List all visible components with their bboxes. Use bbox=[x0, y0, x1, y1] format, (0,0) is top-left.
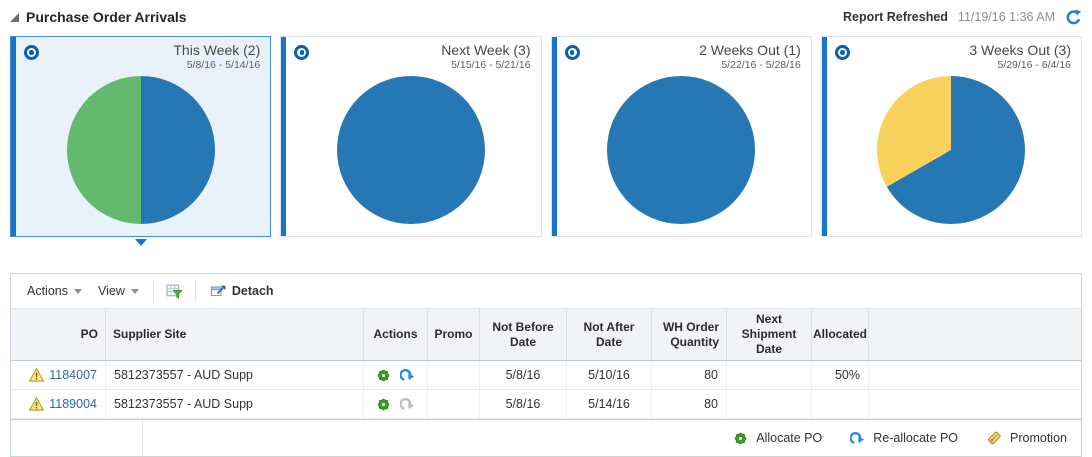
card-date-range: 5/22/16 - 5/28/16 bbox=[721, 59, 801, 71]
detach-icon bbox=[210, 285, 226, 296]
column-header-promo[interactable]: Promo bbox=[428, 309, 480, 360]
po-number-link[interactable]: 1184007 bbox=[49, 368, 97, 382]
po-table: Actions View Detach PO Supplier Si bbox=[10, 273, 1082, 457]
filter-table-button[interactable] bbox=[160, 280, 189, 303]
card-date-range: 5/8/16 - 5/14/16 bbox=[186, 59, 261, 71]
status-ring-icon[interactable] bbox=[564, 45, 580, 60]
legend-reallocate-po: Re-allocate PO bbox=[850, 431, 958, 446]
report-refreshed-label: Report Refreshed bbox=[843, 10, 948, 24]
reallocate-po-arrow-icon[interactable] bbox=[400, 368, 415, 383]
column-header-not-before-date[interactable]: Not Before Date bbox=[480, 309, 567, 360]
status-ring-icon[interactable] bbox=[24, 45, 39, 60]
toolbar-separator bbox=[194, 280, 196, 302]
po-cell: 1184007 bbox=[11, 361, 106, 389]
view-menu-button[interactable]: View bbox=[90, 280, 147, 302]
pie-chart-this-week[interactable] bbox=[66, 76, 215, 224]
column-header-allocated[interactable]: Allocated bbox=[812, 309, 869, 360]
not-after-date-cell: 5/10/16 bbox=[567, 361, 652, 389]
po-cell: 1189004 bbox=[11, 390, 106, 418]
column-header-next-shipment-date[interactable]: Next Shipment Date bbox=[727, 309, 812, 360]
table-footer: Allocate PO Re-allocate PO bbox=[11, 419, 1081, 456]
column-header-filler bbox=[869, 309, 1081, 360]
wh-order-quantity-cell: 80 bbox=[652, 361, 727, 389]
gear-icon bbox=[733, 431, 748, 446]
toolbar-separator bbox=[152, 280, 154, 302]
column-header-wh-order-quantity[interactable]: WH Order Quantity bbox=[652, 309, 727, 360]
card-date-range: 5/29/16 - 6/4/16 bbox=[997, 59, 1071, 71]
pie-chart-next-week[interactable] bbox=[336, 76, 485, 224]
filler-cell bbox=[869, 390, 1081, 418]
not-after-date-cell: 5/14/16 bbox=[567, 390, 652, 418]
status-ring-icon[interactable] bbox=[834, 45, 850, 60]
chevron-down-icon bbox=[130, 288, 139, 294]
card-date-range: 5/15/16 - 5/21/16 bbox=[451, 59, 531, 71]
allocate-po-gear-icon[interactable] bbox=[376, 368, 391, 383]
column-header-po[interactable]: PO bbox=[11, 309, 106, 360]
table-row[interactable]: 1184007 5812373557 - AUD Supp bbox=[11, 361, 1081, 390]
supplier-site-cell: 5812373557 - AUD Supp bbox=[106, 390, 364, 418]
promo-cell bbox=[428, 361, 480, 389]
not-before-date-cell: 5/8/16 bbox=[480, 361, 567, 389]
supplier-site-cell: 5812373557 - AUD Supp bbox=[106, 361, 364, 389]
filter-table-icon bbox=[166, 284, 183, 299]
week-cards-row: This Week (2) 5/8/16 - 5/14/16 Next Week… bbox=[10, 36, 1082, 246]
next-shipment-date-cell bbox=[727, 361, 812, 389]
po-number-link[interactable]: 1189004 bbox=[49, 397, 97, 411]
actions-menu-button[interactable]: Actions bbox=[19, 280, 90, 302]
panel-header: Purchase Order Arrivals Report Refreshed… bbox=[0, 0, 1092, 34]
warning-icon bbox=[29, 397, 45, 411]
week-card-next-week[interactable]: Next Week (3) 5/15/16 - 5/21/16 bbox=[280, 36, 542, 237]
refresh-icon[interactable] bbox=[1065, 9, 1082, 26]
column-header-supplier-site[interactable]: Supplier Site bbox=[106, 309, 364, 360]
pie-chart-3-weeks-out[interactable] bbox=[877, 76, 1026, 224]
column-header-not-after-date[interactable]: Not After Date bbox=[567, 309, 652, 360]
pie-chart-2-weeks-out[interactable] bbox=[607, 76, 756, 224]
allocated-cell: 50% bbox=[812, 361, 869, 389]
allocated-cell bbox=[812, 390, 869, 418]
column-header-actions[interactable]: Actions bbox=[364, 309, 428, 360]
table-toolbar: Actions View Detach bbox=[11, 274, 1081, 309]
card-title: This Week (2) bbox=[173, 42, 261, 58]
report-refreshed-time: 11/19/16 1:36 AM bbox=[957, 10, 1055, 24]
actions-cell bbox=[364, 361, 428, 389]
reallocate-po-arrow-icon[interactable] bbox=[400, 397, 415, 412]
not-before-date-cell: 5/8/16 bbox=[480, 390, 567, 418]
table-header-row: PO Supplier Site Actions Promo Not Befor… bbox=[11, 309, 1081, 361]
status-ring-icon[interactable] bbox=[294, 45, 310, 60]
card-title: 2 Weeks Out (1) bbox=[699, 42, 801, 58]
footer-left-cell bbox=[11, 420, 143, 456]
wh-order-quantity-cell: 80 bbox=[652, 390, 727, 418]
price-tag-icon bbox=[986, 430, 1002, 446]
selected-card-arrow bbox=[134, 239, 147, 246]
next-shipment-date-cell bbox=[727, 390, 812, 418]
table-row[interactable]: 1189004 5812373557 - AUD Supp bbox=[11, 390, 1081, 419]
allocate-po-gear-icon[interactable] bbox=[376, 397, 391, 412]
week-card-3-weeks-out[interactable]: 3 Weeks Out (3) 5/29/16 - 6/4/16 bbox=[820, 36, 1082, 237]
page-title: Purchase Order Arrivals bbox=[26, 9, 187, 25]
warning-icon bbox=[29, 368, 45, 382]
detach-button[interactable]: Detach bbox=[202, 280, 282, 302]
actions-cell bbox=[364, 390, 428, 418]
chevron-down-icon bbox=[74, 288, 82, 294]
filler-cell bbox=[869, 361, 1081, 389]
curved-arrow-icon bbox=[850, 431, 865, 446]
collapse-triangle-icon[interactable] bbox=[10, 12, 19, 22]
promo-cell bbox=[428, 390, 480, 418]
week-card-2-weeks-out[interactable]: 2 Weeks Out (1) 5/22/16 - 5/28/16 bbox=[550, 36, 812, 237]
legend-allocate-po: Allocate PO bbox=[733, 431, 822, 446]
card-title: Next Week (3) bbox=[441, 42, 531, 58]
legend-promotion: Promotion bbox=[986, 430, 1067, 446]
card-title: 3 Weeks Out (3) bbox=[969, 42, 1071, 58]
week-card-this-week[interactable]: This Week (2) 5/8/16 - 5/14/16 bbox=[10, 36, 272, 246]
action-legend: Allocate PO Re-allocate PO bbox=[733, 430, 1081, 446]
